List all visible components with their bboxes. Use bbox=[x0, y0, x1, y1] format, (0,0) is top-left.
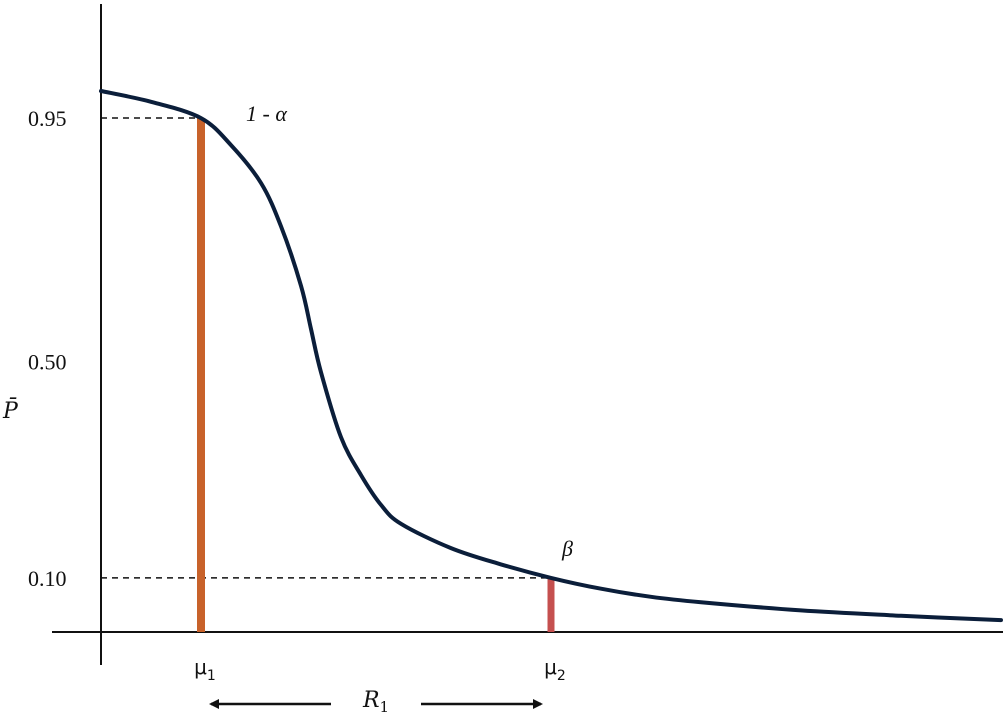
range-label: R1 bbox=[362, 688, 389, 716]
mu2-label: μ2 bbox=[544, 655, 566, 684]
y-tick-label: 0.50 bbox=[28, 350, 67, 375]
mu1-label: μ1 bbox=[194, 655, 216, 684]
beta-label: β bbox=[561, 536, 573, 561]
y-tick-label: 0.95 bbox=[28, 106, 67, 131]
power-curve-line bbox=[99, 89, 1003, 623]
y-axis-label: P̄ bbox=[2, 397, 19, 424]
one-minus-alpha-label: 1 - α bbox=[246, 101, 287, 126]
y-tick-label: 0.10 bbox=[28, 566, 67, 591]
